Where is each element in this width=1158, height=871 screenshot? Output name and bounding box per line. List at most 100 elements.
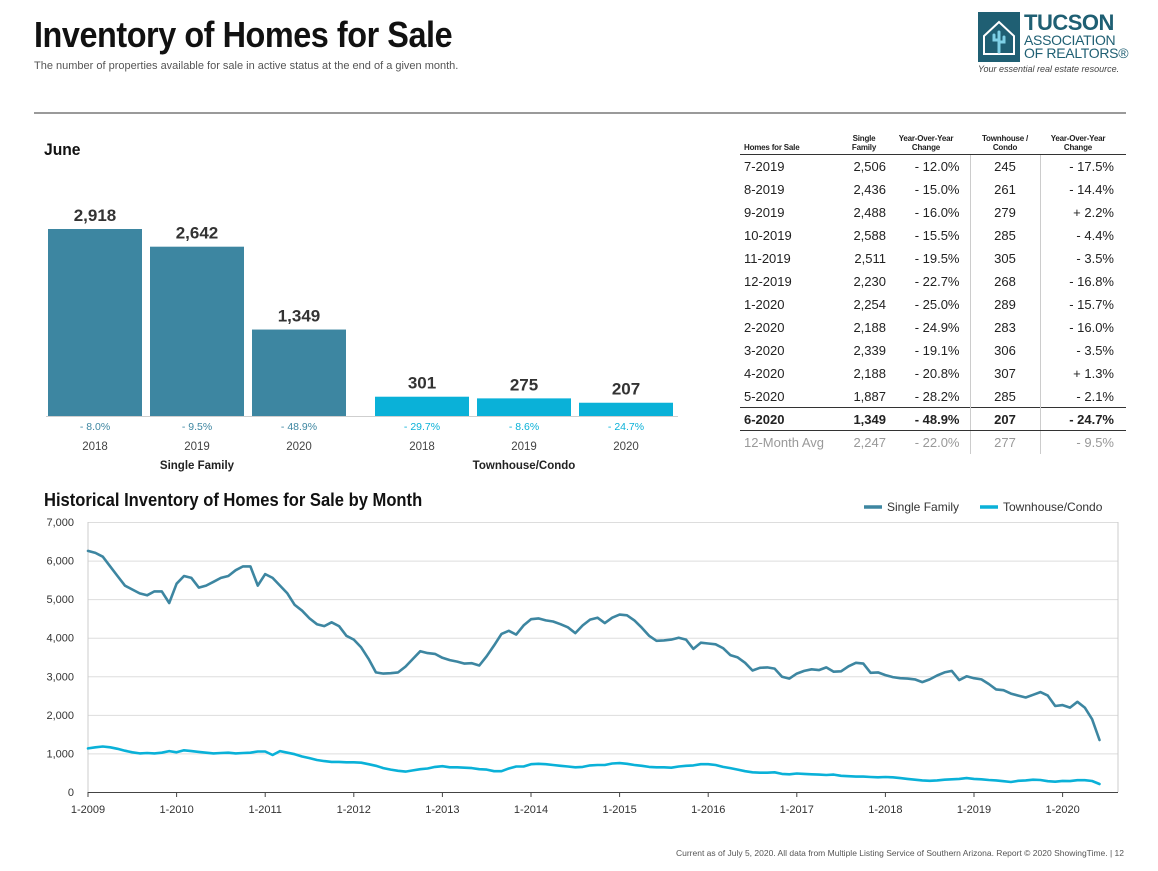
- table-cell: 3-2020: [744, 342, 785, 358]
- bar-value-label: 2,918: [74, 206, 117, 225]
- table-cell: 2,339: [853, 342, 886, 358]
- bar-value-label: 1,349: [278, 307, 321, 326]
- table-cell: 283: [969, 315, 1040, 339]
- table-cell: 2-2020: [744, 319, 785, 335]
- series-line: [86, 745, 1101, 786]
- table-cell: - 19.5%: [914, 250, 960, 266]
- bar-category-label: 2019: [184, 441, 210, 453]
- x-tick-label: 1-2016: [691, 804, 725, 816]
- page-title: Inventory of Homes for Sale: [34, 14, 453, 55]
- table-row: 3-2020 2,339 - 19.1% 306- 3.5%: [740, 338, 1126, 362]
- logo-line-2: ASSOCIATION: [1024, 32, 1116, 48]
- table-cell: 9-2019: [744, 204, 785, 220]
- bar-value-label: 2,642: [176, 224, 219, 243]
- table-cell: - 15.7%: [1039, 292, 1126, 316]
- table-row: 8-2019 2,436 - 15.0% 261- 14.4%: [740, 177, 1126, 201]
- legend-label: Single Family: [887, 500, 959, 514]
- table-row: 7-2019 2,506 - 12.0% 245- 17.5%: [740, 154, 1126, 178]
- table-cell: - 9.5%: [1039, 430, 1126, 454]
- logo-tagline: Your essential real estate resource.: [978, 64, 1120, 74]
- table-row: 6-2020 1,349- 48.9% 207- 24.7%: [740, 407, 1126, 432]
- y-tick-label: 3,000: [46, 671, 74, 683]
- y-tick-label: 6,000: [46, 556, 74, 568]
- table-cell: 7-2019: [744, 159, 785, 175]
- x-tick-label: 1-2018: [868, 804, 902, 816]
- table-cell: - 12.0%: [914, 159, 960, 175]
- x-tick-label: 1-2020: [1045, 804, 1079, 816]
- table-row: 10-2019 2,588 - 15.5% 285- 4.4%: [740, 223, 1126, 247]
- inventory-table: Homes for Sale Single Family Year-Over-Y…: [740, 134, 1126, 454]
- logo-house-cactus-icon: [978, 12, 1020, 62]
- table-cell: 285: [969, 223, 1040, 247]
- table-row: 5-2020 1,887 - 28.2% 285- 2.1%: [740, 384, 1126, 408]
- bar-change-label: - 8.6%: [509, 421, 539, 433]
- table-header: Year-Over-Year Change: [890, 134, 970, 156]
- table-cell: 261: [969, 177, 1040, 201]
- bar-category-label: 2020: [286, 441, 312, 453]
- table-cell: 1-2020: [744, 296, 785, 312]
- bar-change-label: - 9.5%: [182, 421, 212, 433]
- june-bar-chart: 2,918 - 8.0% 2018 2,642 - 9.5% 2019 1,349 - 48.…: [46, 206, 678, 472]
- bar: [375, 396, 469, 416]
- bar-value-label: 301: [408, 374, 436, 393]
- bar-group-label: Townhouse/Condo: [473, 460, 576, 472]
- table-row: 1-2020 2,254 - 25.0% 289- 15.7%: [740, 292, 1126, 316]
- table-cell: 2,254: [853, 296, 886, 312]
- table-cell: 11-2019: [744, 250, 791, 266]
- y-tick-label: 7,000: [46, 517, 74, 529]
- x-tick-label: 1-2011: [248, 804, 281, 816]
- table-cell: 245: [969, 154, 1040, 178]
- bar-value-label: 207: [612, 380, 640, 399]
- table-cell: - 16.8%: [1039, 269, 1126, 293]
- table-cell: 4-2020: [744, 365, 785, 381]
- y-tick-label: 4,000: [46, 633, 74, 645]
- x-tick-label: 1-2013: [425, 804, 459, 816]
- table-cell: 2,488: [853, 204, 886, 220]
- x-tick-label: 1-2019: [957, 804, 991, 816]
- bar-category-label: 2018: [409, 441, 435, 453]
- table-cell: - 15.0%: [914, 181, 960, 197]
- bar-category-label: 2020: [613, 441, 639, 453]
- table-cell: 2,230: [853, 273, 886, 289]
- table-cell: - 16.0%: [1039, 315, 1126, 339]
- table-cell: - 28.2%: [914, 388, 960, 404]
- table-header-row: Homes for Sale Single Family Year-Over-Y…: [740, 134, 1126, 156]
- bar: [477, 398, 571, 416]
- table-cell: - 3.5%: [1039, 246, 1126, 270]
- bar-change-label: - 24.7%: [608, 421, 644, 433]
- table-row: 12-2019 2,230 - 22.7% 268- 16.8%: [740, 269, 1126, 293]
- june-section-label: June: [44, 140, 81, 159]
- table-cell: 285: [969, 384, 1040, 408]
- table-cell: 2,188: [853, 365, 886, 381]
- x-tick-label: 1-2014: [514, 804, 548, 816]
- x-tick-label: 1-2017: [780, 804, 814, 816]
- table-cell: 2,436: [853, 181, 886, 197]
- table-cell: 305: [969, 246, 1040, 270]
- table-cell: - 4.4%: [1039, 223, 1126, 247]
- table-row: 4-2020 2,188 - 20.8% 307 + 1.3%: [740, 361, 1126, 385]
- table-cell: - 14.4%: [1039, 177, 1126, 201]
- bar: [579, 402, 673, 416]
- bar: [150, 246, 244, 416]
- table-header: Year-Over-Year Change: [1040, 134, 1126, 156]
- table-header: Homes for Sale: [740, 134, 838, 156]
- table-cell: 2,506: [853, 159, 886, 175]
- table-row: 2-2020 2,188 - 24.9% 283- 16.0%: [740, 315, 1126, 339]
- x-tick-label: 1-2015: [602, 804, 636, 816]
- footer-note: Current as of July 5, 2020. All data fro…: [675, 848, 1124, 858]
- table-cell: 279: [969, 200, 1040, 224]
- table-cell: - 16.0%: [914, 204, 960, 220]
- y-tick-label: 0: [68, 787, 74, 799]
- bar-change-label: - 48.9%: [281, 421, 317, 433]
- table-row: 12-Month Avg 2,247 - 22.0% 277- 9.5%: [740, 430, 1126, 454]
- table-cell: 8-2019: [744, 181, 785, 197]
- logo-line-3: OF REALTORS®: [1024, 45, 1129, 61]
- bar-category-label: 2019: [511, 441, 537, 453]
- table-cell: - 22.0%: [914, 435, 960, 451]
- x-tick-label: 1-2012: [337, 804, 371, 816]
- table-cell: - 19.1%: [914, 342, 960, 358]
- table-cell: 12-2019: [744, 273, 792, 289]
- table-cell: 307: [969, 361, 1040, 385]
- bar: [252, 329, 346, 416]
- table-cell: 306: [969, 338, 1040, 362]
